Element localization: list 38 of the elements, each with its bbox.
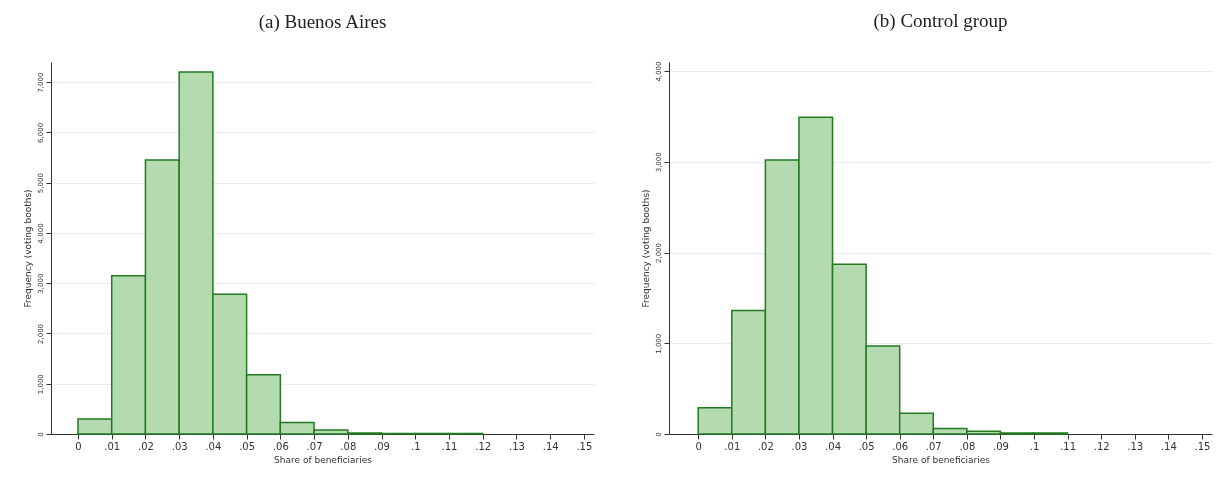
y-axis-title: Frequency (voting booths) (22, 189, 33, 308)
x-tick-label: .06 (892, 440, 909, 452)
x-tick-label: .09 (374, 440, 390, 452)
x-tick-label: .14 (542, 440, 559, 452)
x-tick-label: .03 (791, 440, 808, 452)
x-tick-label: .11 (1060, 440, 1077, 452)
x-tick-label: .06 (272, 440, 289, 452)
x-tick-label: .07 (306, 440, 323, 452)
x-tick-label: .07 (925, 440, 942, 452)
x-tick-label: 0 (695, 440, 702, 452)
x-tick-label: .02 (137, 440, 154, 452)
x-tick-label: .04 (825, 440, 841, 452)
x-tick-label: .05 (858, 440, 875, 452)
chart-title: (a) Buenos Aires (258, 11, 387, 33)
x-tick-label: .15 (1194, 440, 1211, 452)
x-axis-title: Share of beneficiaries (274, 454, 373, 465)
x-tick-label: .08 (959, 440, 976, 452)
x-tick-label: .1 (410, 440, 421, 452)
x-tick-label: .1 (1029, 440, 1040, 452)
x-tick-label: .03 (171, 440, 188, 452)
chart-title: (b) Control group (873, 10, 1008, 33)
x-tick-label: .13 (508, 440, 525, 452)
x-tick-label: .05 (239, 440, 256, 452)
x-axis-title: Share of beneficiaries (892, 454, 991, 465)
x-tick-label: .02 (757, 440, 774, 452)
x-tick-label: .01 (104, 440, 121, 452)
x-tick-label: .12 (1093, 440, 1110, 452)
x-tick-label: .09 (992, 440, 1009, 452)
y-axis-title: Frequency (voting booths) (640, 189, 651, 308)
x-tick-label: .12 (475, 440, 492, 452)
x-tick-label: .08 (340, 440, 357, 452)
x-tick-label: 0 (75, 440, 82, 452)
x-tick-label: .04 (205, 440, 222, 452)
x-tick-label: .14 (1160, 440, 1177, 452)
x-tick-label: .01 (724, 440, 741, 452)
x-tick-label: .11 (441, 440, 458, 452)
x-tick-label: .15 (576, 440, 593, 452)
x-tick-label: .13 (1127, 440, 1144, 452)
